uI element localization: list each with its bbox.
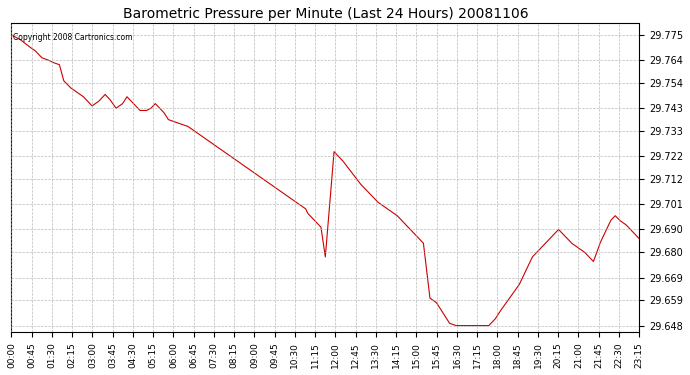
Text: Copyright 2008 Cartronics.com: Copyright 2008 Cartronics.com xyxy=(12,33,132,42)
Title: Barometric Pressure per Minute (Last 24 Hours) 20081106: Barometric Pressure per Minute (Last 24 … xyxy=(123,7,528,21)
